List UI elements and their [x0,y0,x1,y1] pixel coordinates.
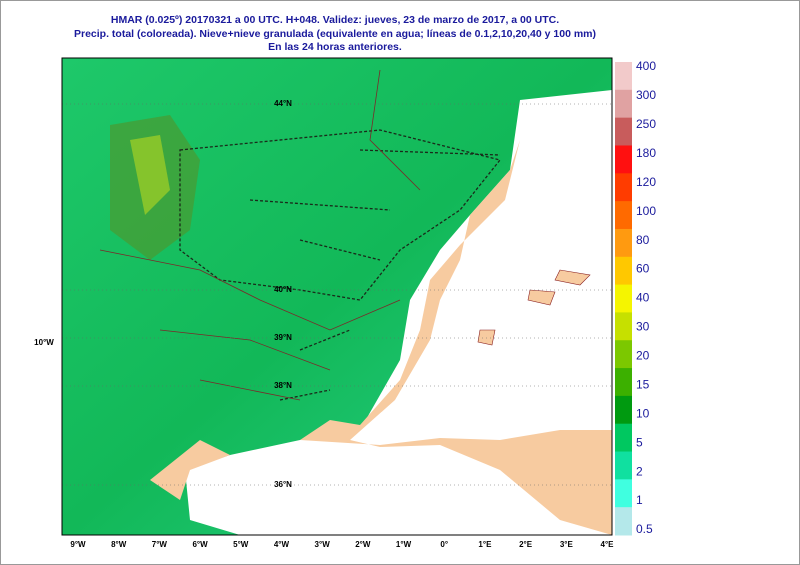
legend-label: 15 [636,377,650,391]
legend-label: 180 [636,146,656,160]
lat-label: 36°N [274,480,292,489]
lon-label: 10°W [34,338,54,347]
legend-label: 1 [636,493,643,507]
lon-label: 1°E [478,540,492,549]
border [99,69,421,401]
legend-swatch [615,201,632,230]
legend-swatch [615,395,632,425]
lon-label: 3°E [560,540,574,549]
legend-label: 250 [636,117,656,131]
map-border [61,57,613,536]
legend-swatch [615,145,632,174]
sea [185,90,612,535]
legend-swatch [615,507,632,536]
lon-label: 8°W [111,540,127,549]
lon-label: 7°W [152,540,168,549]
title-line: HMAR (0.025º) 20170321 a 00 UTC. H+048. … [111,14,559,26]
legend-label: 40 [636,291,650,305]
heavy-precip [130,135,170,215]
lon-label: 5°W [233,540,249,549]
legend-label: 2 [636,464,643,478]
legend-label: 300 [636,88,656,102]
lon-label: 2°W [355,540,371,549]
legend-label: 30 [636,320,650,334]
legend-label: 100 [636,204,656,218]
legend-label: 60 [636,262,650,276]
lon-label: 6°W [192,540,208,549]
lon-label: 4°E [601,540,615,549]
lat-label: 38°N [274,381,292,390]
legend-label: 5 [636,435,643,449]
lon-label: 3°W [315,540,331,549]
legend-swatch [615,479,632,508]
legend-swatch [615,423,632,453]
lon-label: 2°E [519,540,533,549]
lat-label: 44°N [274,99,292,108]
map: 44°N 40°N 39°N 38°N 36°N 10°W [34,57,613,536]
legend-swatch [615,368,632,397]
lon-label: 0° [440,540,448,549]
legend-swatch [615,62,632,91]
legend-label: 400 [636,59,656,73]
lon-label: 4°W [274,540,290,549]
legend-label: 0.5 [636,522,653,536]
snow-contours [179,129,502,301]
snow-contours [249,149,501,401]
legend-swatch [615,228,632,258]
legend-swatch [615,312,632,341]
lat-label: 40°N [274,285,292,294]
legend-swatch [615,451,632,480]
legend-swatch [615,173,632,202]
lat-label: 39°N [274,333,292,342]
legend-swatch [615,256,632,286]
legend-label: 20 [636,349,650,363]
lon-label: 9°W [70,540,86,549]
legend-swatch [615,117,632,146]
legend-swatch [615,89,632,119]
legend-swatch [615,284,632,313]
legend-label: 80 [636,233,650,247]
title-line: Precip. total (coloreada). Nieve+nieve g… [74,28,596,40]
title-line: En las 24 horas anteriores. [268,41,402,53]
lon-label: 1°W [396,540,412,549]
land [300,140,612,535]
legend-label: 120 [636,175,656,189]
legend-swatch [615,340,632,369]
legend-label: 10 [636,406,650,420]
